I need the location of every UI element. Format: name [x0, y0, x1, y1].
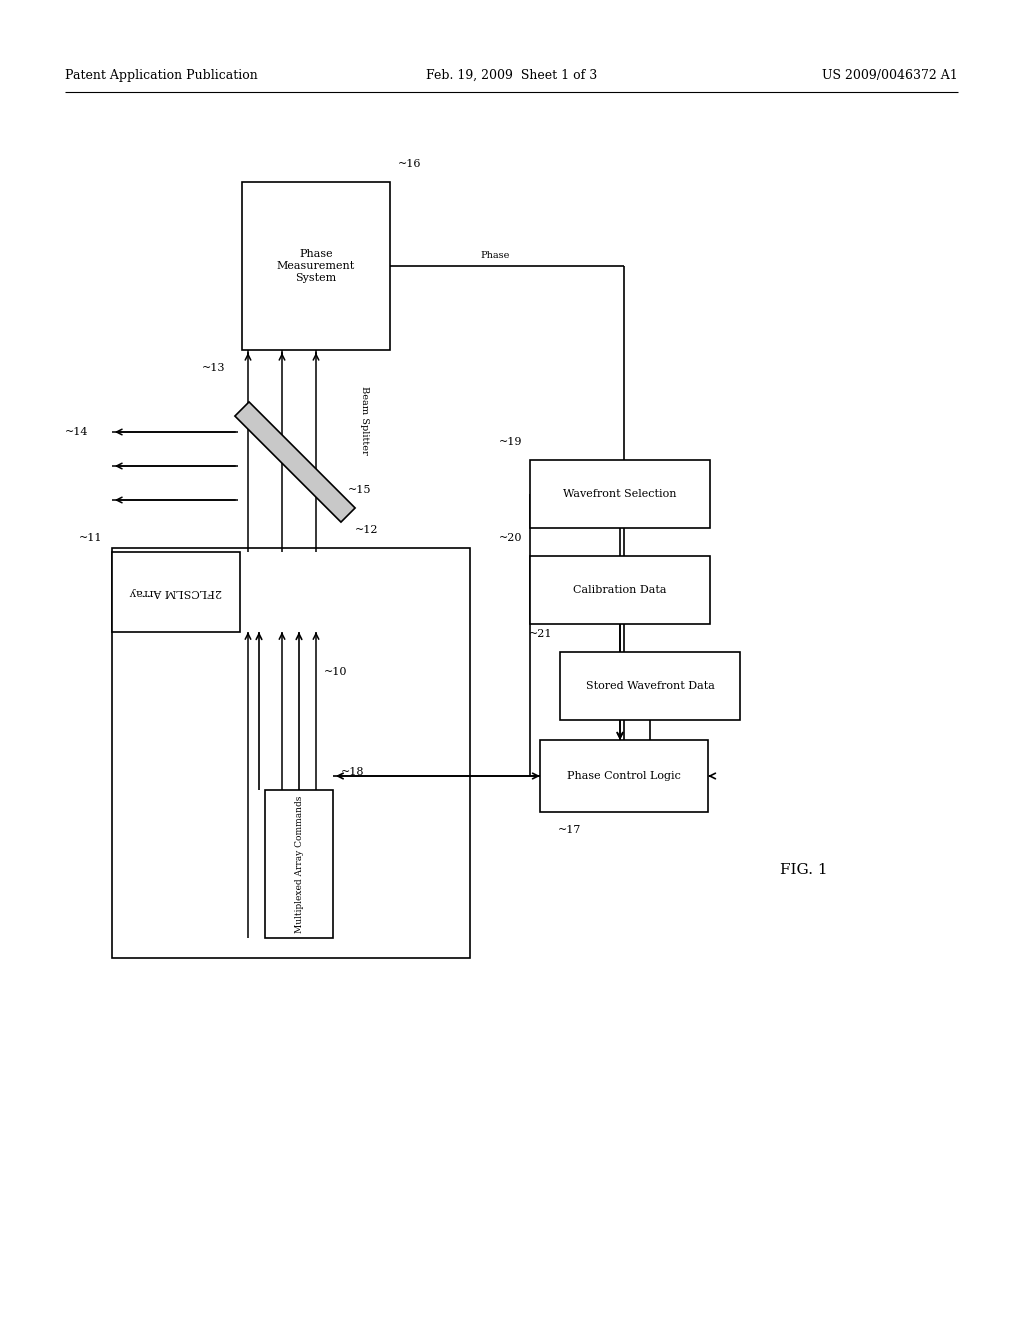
Bar	[112, 552, 240, 632]
Text: ~18: ~18	[341, 767, 365, 777]
Text: Wavefront Selection: Wavefront Selection	[563, 488, 677, 499]
Text: ~13: ~13	[202, 363, 225, 374]
Bar	[242, 182, 390, 350]
Text: Phase Control Logic: Phase Control Logic	[567, 771, 681, 781]
Text: Phase: Phase	[480, 252, 509, 260]
Text: ~16: ~16	[398, 158, 422, 169]
Text: ~10: ~10	[324, 667, 347, 677]
Bar	[112, 548, 470, 958]
Text: ~19: ~19	[499, 437, 522, 447]
Bar	[530, 556, 710, 624]
Text: Feb. 19, 2009  Sheet 1 of 3: Feb. 19, 2009 Sheet 1 of 3	[426, 69, 598, 82]
Bar	[265, 789, 333, 939]
Text: ~20: ~20	[499, 533, 522, 543]
Text: ~12: ~12	[355, 525, 379, 535]
Text: Multiplexed Array Commands: Multiplexed Array Commands	[295, 796, 303, 933]
Text: FIG. 1: FIG. 1	[780, 863, 827, 876]
Text: US 2009/0046372 A1: US 2009/0046372 A1	[822, 69, 958, 82]
Bar	[530, 459, 710, 528]
Text: ~21: ~21	[528, 630, 552, 639]
Polygon shape	[234, 401, 355, 523]
Text: Patent Application Publication: Patent Application Publication	[65, 69, 258, 82]
Text: Stored Wavefront Data: Stored Wavefront Data	[586, 681, 715, 690]
Bar	[540, 741, 708, 812]
Text: Calibration Data: Calibration Data	[573, 585, 667, 595]
Text: Beam Splitter: Beam Splitter	[360, 385, 369, 454]
Text: Phase
Measurement
System: Phase Measurement System	[276, 249, 355, 282]
Text: 2FLCSLM Array: 2FLCSLM Array	[130, 587, 222, 597]
Text: ~17: ~17	[558, 825, 582, 836]
Bar	[560, 652, 740, 719]
Text: ~14: ~14	[65, 426, 88, 437]
Text: ~11: ~11	[79, 533, 102, 543]
Text: ~15: ~15	[348, 484, 372, 495]
